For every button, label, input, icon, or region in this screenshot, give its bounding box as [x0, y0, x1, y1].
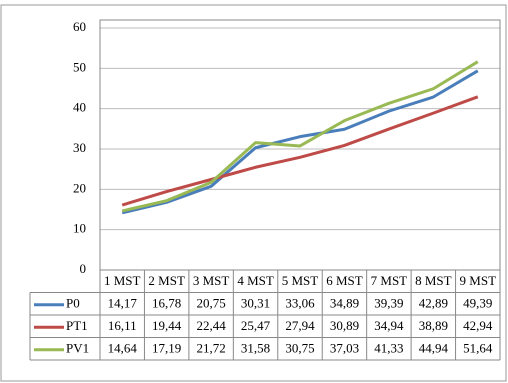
- table-cell: 16,11: [108, 318, 137, 333]
- legend-label: P0: [66, 296, 80, 311]
- y-tick-label: 20: [73, 180, 86, 195]
- table-cell: 44,94: [419, 341, 449, 356]
- table-cell: 16,78: [152, 296, 181, 311]
- table-cell: 42,89: [419, 296, 448, 311]
- chart-border: [0, 4, 507, 382]
- y-tick-label: 40: [73, 100, 86, 115]
- x-tick-label: 9 MST: [460, 273, 497, 288]
- x-tick-label: 1 MST: [104, 273, 141, 288]
- table-cell: 30,75: [285, 341, 314, 356]
- table-cell: 31,58: [241, 341, 270, 356]
- legend-label: PV1: [66, 341, 89, 356]
- table-cell: 14,64: [108, 341, 138, 356]
- x-tick-label: 8 MST: [415, 273, 452, 288]
- table-cell: 21,72: [196, 341, 225, 356]
- table-cell: 37,03: [330, 341, 359, 356]
- table-cell: 30,89: [330, 318, 359, 333]
- table-cell: 51,64: [463, 341, 493, 356]
- table-cell: 38,89: [419, 318, 448, 333]
- y-tick-label: 0: [80, 261, 87, 276]
- table-cell: 14,17: [108, 296, 138, 311]
- x-tick-label: 2 MST: [148, 273, 185, 288]
- table-cell: 17,19: [152, 341, 181, 356]
- table-cell: 41,33: [374, 341, 403, 356]
- table-cell: 34,94: [374, 318, 404, 333]
- table-cell: 42,94: [463, 318, 493, 333]
- series-line: [121, 69, 479, 215]
- table-cell: 20,75: [196, 296, 225, 311]
- series-line: [121, 95, 479, 207]
- table-cell: 33,06: [285, 296, 315, 311]
- table-cell: 27,94: [285, 318, 315, 333]
- table-cell: 39,39: [374, 296, 403, 311]
- x-tick-label: 6 MST: [326, 273, 363, 288]
- x-tick-label: 3 MST: [193, 273, 230, 288]
- x-tick-label: 4 MST: [237, 273, 274, 288]
- x-tick-label: 5 MST: [282, 273, 319, 288]
- y-tick-label: 50: [73, 59, 86, 74]
- y-tick-label: 30: [73, 140, 86, 155]
- x-tick-label: 7 MST: [371, 273, 408, 288]
- table-cell: 49,39: [463, 296, 492, 311]
- table-cell: 25,47: [241, 318, 271, 333]
- table-cell: 19,44: [152, 318, 182, 333]
- series-line: [121, 60, 479, 213]
- table-cell: 22,44: [196, 318, 226, 333]
- y-tick-label: 10: [73, 221, 86, 236]
- legend-label: PT1: [66, 318, 88, 333]
- table-cell: 30,31: [241, 296, 270, 311]
- table-cell: 34,89: [330, 296, 359, 311]
- y-tick-label: 60: [73, 19, 86, 34]
